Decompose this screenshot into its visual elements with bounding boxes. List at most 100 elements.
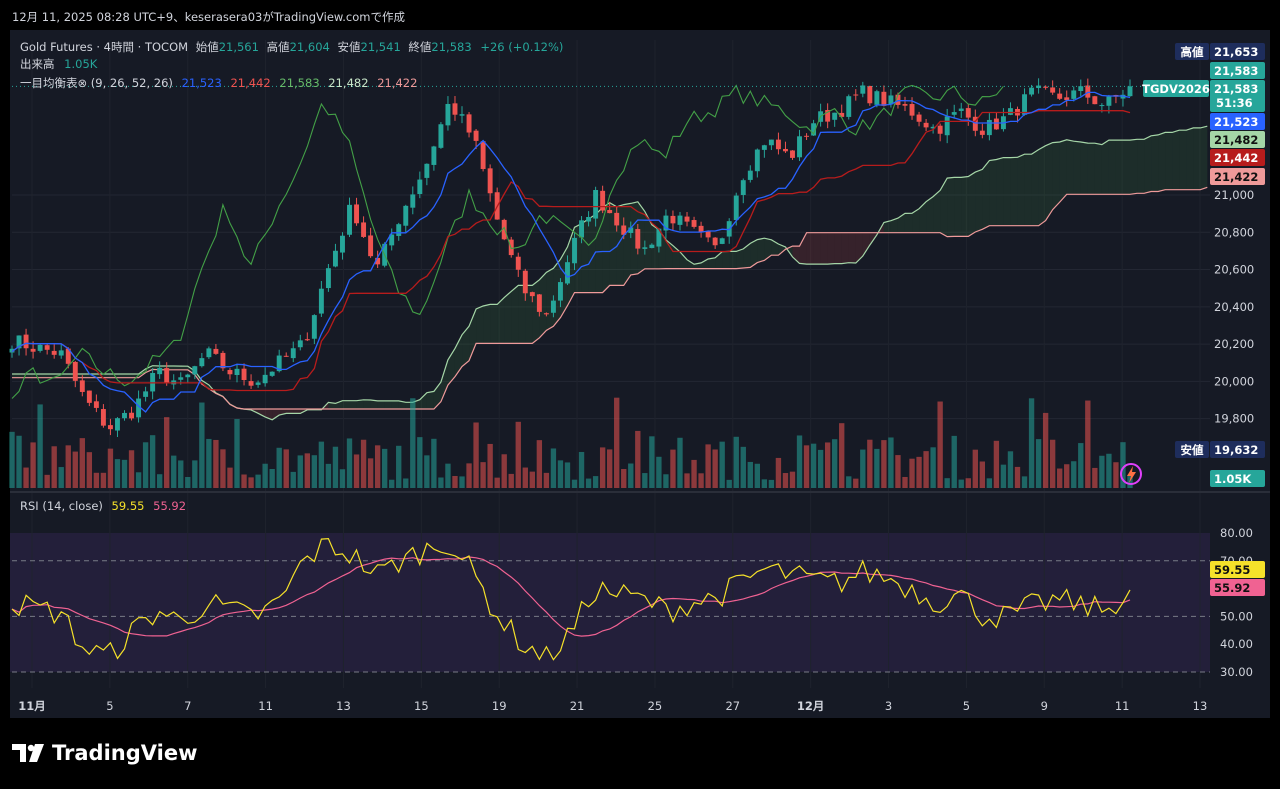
change-value: +26 (+0.12%)	[480, 40, 563, 54]
candle-body	[199, 358, 205, 367]
candle-body	[143, 391, 149, 397]
volume-bar	[255, 474, 261, 488]
volume-bar	[290, 471, 296, 488]
candle-body	[909, 104, 915, 116]
cloud-segment	[426, 391, 434, 410]
volume-bar	[888, 437, 894, 488]
volume-bar	[206, 438, 212, 488]
cloud-segment	[117, 373, 125, 378]
cloud-segment	[855, 232, 863, 263]
volume-bar	[867, 439, 873, 488]
cloud-segment	[834, 232, 842, 264]
volume-bar	[353, 454, 360, 488]
cloud-segment	[293, 409, 301, 414]
cloud-segment	[919, 201, 927, 233]
high-value: 21,604	[290, 40, 330, 54]
candle-body	[445, 103, 451, 126]
cloud-segment	[173, 366, 181, 370]
cloud-segment	[757, 238, 765, 263]
candle-body	[825, 110, 831, 122]
candle-body	[389, 234, 395, 246]
candle-body	[916, 114, 922, 122]
cloud-segment	[145, 365, 153, 373]
candle-body	[452, 103, 458, 115]
high-tag-box	[1210, 43, 1265, 60]
candle-body	[100, 409, 106, 426]
candle-body	[846, 96, 852, 117]
cloud-segment	[947, 177, 955, 237]
cloud-segment	[722, 251, 730, 269]
candle-body	[332, 250, 338, 267]
volume-bar	[86, 452, 93, 488]
candle-body	[403, 205, 409, 226]
cloud-segment	[954, 177, 962, 237]
cloud-segment	[743, 243, 751, 269]
cloud-segment	[982, 160, 990, 230]
lightning-alert-icon[interactable]	[1120, 463, 1142, 485]
candle-body	[839, 112, 845, 117]
volume-bar	[881, 440, 887, 488]
time-tick-label: 7	[184, 699, 191, 713]
cloud-segment	[588, 214, 596, 293]
price-tick-label: 20,200	[1214, 337, 1254, 351]
cloud-segment	[1094, 143, 1102, 195]
candle-body	[888, 95, 894, 105]
legend-volume: 出来高 1.05K	[20, 57, 98, 71]
bar-countdown: 51:36	[1216, 96, 1253, 110]
cloud-segment	[687, 259, 695, 269]
cloud-segment	[103, 373, 111, 378]
candle-body	[930, 126, 936, 129]
cloud-segment	[813, 232, 821, 265]
volume-bar	[803, 445, 810, 488]
cloud-segment	[940, 178, 948, 237]
candle-body	[480, 141, 486, 169]
candle-body	[16, 335, 22, 349]
candle-body	[318, 288, 324, 314]
volume-bar	[832, 439, 838, 488]
volume-bar	[424, 455, 430, 488]
candle-body	[790, 150, 795, 158]
candle-body	[354, 204, 360, 224]
low-tag-value: 19,632	[1214, 443, 1258, 457]
time-tick-label: 9	[1041, 699, 1048, 713]
candle-body	[972, 116, 978, 131]
volume-bar	[986, 478, 993, 488]
volume-bar	[192, 460, 198, 488]
cloud-segment	[1186, 127, 1194, 190]
volume-bar	[445, 463, 451, 488]
candle-body	[979, 130, 985, 135]
rsi-tag-value: 59.55	[1214, 563, 1250, 577]
tenkan-value: 21,523	[182, 76, 222, 90]
cloud-segment	[1108, 140, 1116, 195]
cloud-segment	[1080, 142, 1088, 195]
symbol-tag: TGDV2026	[1142, 82, 1210, 96]
volume-bar	[185, 476, 191, 488]
candle-body	[515, 256, 521, 270]
volume-bar	[234, 419, 240, 488]
candle-body	[431, 146, 437, 165]
volume-bar	[1078, 443, 1084, 488]
rsi-band	[10, 533, 1210, 672]
volume-bar	[853, 478, 859, 488]
low-tag-label-box	[1175, 441, 1209, 458]
cloud-segment	[1115, 140, 1123, 195]
cloud-segment	[286, 409, 294, 414]
volume-bar	[65, 445, 71, 488]
candle-body	[944, 116, 950, 136]
volume-bar	[178, 460, 184, 488]
volume-bar	[705, 444, 711, 488]
volume-bar	[389, 479, 395, 488]
cloud-segment	[349, 400, 357, 410]
volume-bar	[114, 459, 121, 488]
volume-bar	[726, 479, 732, 488]
cloud-segment	[1052, 141, 1060, 210]
volume-bar	[466, 463, 472, 488]
candle-body	[965, 108, 971, 118]
candle-body	[642, 247, 648, 249]
volume-bar	[951, 435, 957, 488]
span-b-tag-box	[1210, 168, 1265, 185]
cloud-segment	[504, 291, 512, 344]
volume-bar	[156, 474, 163, 488]
legend-ohlc: Gold Futures · 4時間 · TOCOM 始値21,561 高値21…	[20, 40, 563, 54]
